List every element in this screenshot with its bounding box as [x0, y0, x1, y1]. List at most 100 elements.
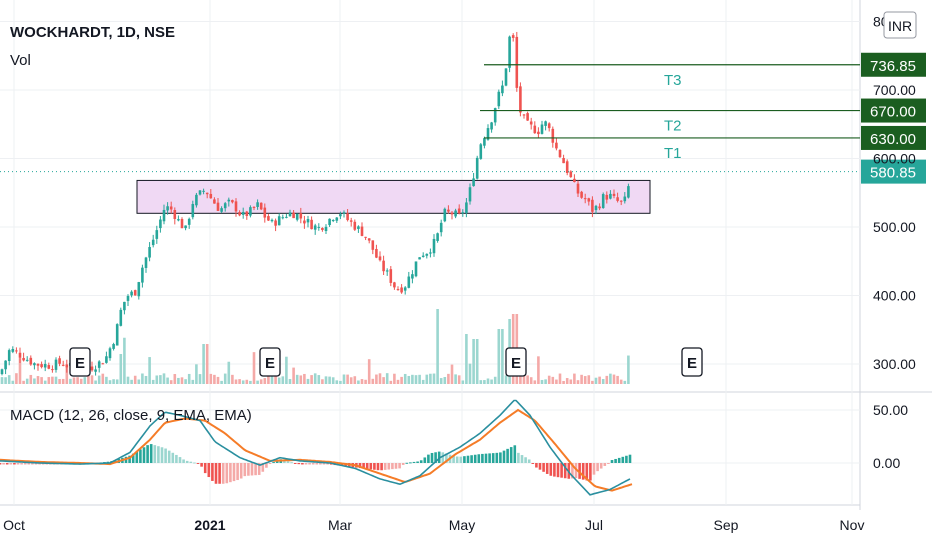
macd-histogram-bar: [459, 456, 463, 463]
macd-histogram-bar: [254, 463, 257, 476]
volume-bar: [285, 356, 288, 384]
volume-bar: [61, 378, 65, 384]
volume-bar: [36, 376, 40, 384]
candle-body: [7, 350, 11, 361]
macd-histogram-bar: [592, 463, 596, 475]
candle-body: [65, 364, 69, 368]
macd-line: [0, 399, 631, 496]
volume-bar: [425, 374, 429, 384]
candle-body: [627, 186, 630, 198]
volume-bar: [191, 379, 195, 384]
earnings-marker[interactable]: [69, 347, 91, 377]
volume-bar: [256, 380, 259, 384]
volume-bar: [180, 377, 184, 384]
volume-bar: [353, 376, 357, 384]
candle-body: [252, 206, 256, 208]
macd-histogram-bar: [441, 452, 445, 463]
candle-body: [544, 121, 547, 126]
volume-bar: [504, 375, 508, 384]
macd-histogram-bar: [571, 463, 574, 479]
macd-histogram-bar: [128, 455, 131, 463]
volume-bar: [321, 379, 324, 384]
time-tick-label: 2021: [194, 517, 225, 533]
volume-bar: [141, 373, 144, 384]
candle-body: [382, 260, 385, 272]
symbol-title: WOCKHARDT, 1D, NSE: [10, 24, 175, 41]
candle-body: [43, 363, 47, 368]
macd-histogram-bar: [419, 460, 423, 463]
macd-histogram-bar: [628, 454, 632, 463]
macd-histogram-bar: [171, 452, 175, 463]
volume-bar: [367, 359, 371, 384]
volume-bar: [547, 375, 551, 384]
macd-histogram-bar: [470, 455, 473, 463]
macd-histogram-bar: [225, 463, 229, 484]
candle-body: [159, 219, 162, 229]
volume-bar: [69, 378, 72, 384]
earnings-marker[interactable]: [681, 347, 703, 377]
candle-body: [151, 239, 155, 246]
volume-bar: [148, 357, 151, 384]
candle-body: [407, 276, 411, 288]
volume-bar: [313, 373, 317, 384]
volume-bar: [169, 380, 173, 384]
macd-histogram-bar: [207, 463, 211, 478]
currency-badge[interactable]: [883, 11, 917, 39]
candle-body: [277, 216, 281, 226]
macd-histogram-bar: [27, 463, 31, 465]
macd-histogram-bar: [20, 463, 23, 465]
price-tick-label: 500.00: [873, 219, 916, 235]
volume-bar: [33, 378, 36, 384]
earnings-marker[interactable]: [259, 347, 281, 377]
macd-histogram-bar: [272, 462, 275, 464]
candle-body: [619, 200, 623, 202]
candle-body: [173, 210, 177, 219]
macd-histogram-bar: [617, 457, 621, 463]
earnings-marker[interactable]: [505, 347, 527, 377]
candle-body: [450, 212, 454, 215]
volume-bar: [126, 376, 130, 384]
candle-body: [504, 68, 508, 86]
macd-title: MACD (12, 26, close, 9, EMA, EMA): [10, 407, 252, 424]
candle-body: [583, 198, 587, 200]
candle-body: [61, 364, 65, 366]
macd-histogram-bar: [416, 461, 419, 463]
earnings-marker-label: E: [687, 355, 697, 372]
volume-bar: [155, 375, 159, 384]
candle-body: [378, 256, 382, 261]
volume-bar: [382, 377, 385, 384]
candle-body: [529, 121, 533, 125]
candle-body: [263, 207, 267, 218]
volume-bar: [94, 380, 97, 384]
candle-body: [54, 359, 58, 370]
volume-bar: [123, 337, 126, 384]
candle-body: [353, 221, 357, 230]
volume-bar: [342, 374, 346, 384]
zone-rect: [136, 179, 651, 214]
volume-bar: [432, 373, 436, 384]
volume-bar: [195, 364, 198, 384]
candle-body: [439, 222, 443, 233]
macd-histogram-bar: [214, 463, 218, 484]
volume-bar: [238, 379, 241, 384]
target-label-t1: T1: [664, 145, 682, 162]
macd-histogram-bar: [239, 463, 243, 479]
macd-histogram-bar: [268, 463, 272, 464]
volume-bar: [281, 376, 285, 384]
volume-bar: [411, 374, 414, 384]
volume-bar: [609, 373, 612, 384]
time-tick-label: Mar: [328, 517, 352, 533]
macd-histogram-bar: [265, 463, 268, 468]
candle-body: [11, 349, 15, 352]
volume-bar: [7, 375, 11, 384]
candle-body: [576, 183, 580, 194]
target-badge-t2: [861, 98, 926, 123]
volume-bar: [393, 373, 396, 384]
candle-body: [598, 206, 601, 209]
candle-body: [115, 324, 119, 346]
macd-histogram-bar: [290, 462, 293, 464]
macd-histogram-bar: [401, 463, 405, 465]
candle-body: [454, 210, 457, 217]
macd-histogram-bar: [560, 463, 563, 478]
